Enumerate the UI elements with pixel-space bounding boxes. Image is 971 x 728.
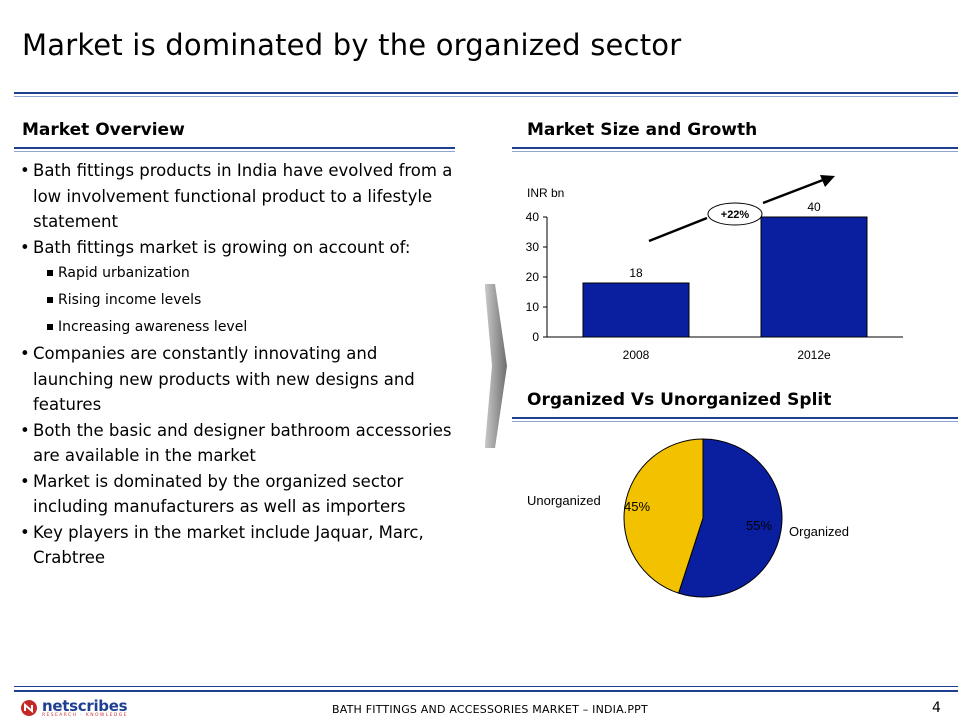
bullet-text: Both the basic and designer bathroom acc… bbox=[33, 420, 452, 466]
y-tick-label: 20 bbox=[526, 270, 540, 284]
list-item: • Companies are constantly innovating and… bbox=[20, 344, 415, 414]
market-size-rule bbox=[512, 147, 958, 149]
bar bbox=[760, 216, 868, 338]
organized-split-pie-chart: 55% Organized 45% Unorganized bbox=[527, 438, 849, 598]
growth-badge bbox=[707, 202, 763, 226]
bullet-text: Market is dominated by the organized sec… bbox=[33, 471, 406, 517]
logo-text: netscribes bbox=[42, 697, 128, 715]
bar-value-label: 40 bbox=[807, 200, 821, 214]
footer-divider bbox=[14, 686, 958, 687]
pie-slice bbox=[677, 438, 783, 598]
bullet-text: Bath fittings market is growing on accou… bbox=[33, 237, 411, 257]
bar bbox=[582, 282, 690, 338]
list-item: • Bath fittings market is growing on acco… bbox=[20, 237, 411, 257]
sub-bullet-text: Increasing awareness level bbox=[58, 319, 248, 335]
x-tick-label: 2012e bbox=[797, 348, 831, 362]
sub-list-item: Increasing awareness level bbox=[20, 314, 460, 341]
logo-mark-icon bbox=[21, 700, 37, 716]
slide-title: Market is dominated by the organized sec… bbox=[22, 28, 682, 62]
market-size-rule-thin bbox=[512, 151, 958, 152]
growth-arrowhead-icon bbox=[820, 175, 835, 187]
footer-title: BATH FITTINGS AND ACCESSORIES MARKET – I… bbox=[332, 703, 648, 716]
list-item: • Bath fittings products in India have ev… bbox=[20, 161, 453, 231]
y-tick-label: 10 bbox=[526, 300, 540, 314]
market-size-heading: Market Size and Growth bbox=[527, 120, 758, 140]
y-tick-label: 30 bbox=[526, 240, 540, 254]
sub-list-item: Rising income levels bbox=[20, 287, 460, 314]
overview-rule bbox=[14, 147, 455, 149]
title-divider bbox=[14, 92, 958, 94]
growth-annotation: +22% bbox=[648, 175, 835, 243]
list-item: • Both the basic and designer bathroom ac… bbox=[20, 420, 452, 466]
slice-value-label: 45% bbox=[624, 499, 650, 514]
sub-bullet-text: Rapid urbanization bbox=[58, 265, 190, 281]
slice-value-label: 55% bbox=[746, 518, 772, 533]
logo-tagline: RESEARCH · KNOWLEDGE bbox=[42, 713, 128, 718]
list-item: • Key players in the market include Jaqua… bbox=[20, 522, 424, 568]
page-number: 4 bbox=[932, 700, 941, 716]
title-divider-thin bbox=[14, 96, 958, 97]
sub-list-item: Rapid urbanization bbox=[20, 260, 460, 287]
sub-bullet-text: Rising income levels bbox=[58, 292, 202, 308]
bullet-text: Key players in the market include Jaquar… bbox=[33, 522, 424, 568]
y-tick-label: 0 bbox=[532, 330, 539, 344]
split-heading: Organized Vs Unorganized Split bbox=[527, 390, 832, 410]
growth-line bbox=[648, 216, 708, 243]
market-size-bar-chart: INR bn 0 10 20 30 40 18 2008 40 2012e +22% bbox=[526, 175, 903, 362]
split-rule-thin bbox=[512, 421, 958, 422]
overview-heading: Market Overview bbox=[22, 120, 185, 140]
x-tick-label: 2008 bbox=[623, 348, 650, 362]
bullet-text: Bath fittings products in India have evo… bbox=[33, 161, 453, 231]
list-item: • Market is dominated by the organized se… bbox=[20, 471, 406, 517]
split-rule bbox=[512, 417, 958, 419]
y-tick-label: 40 bbox=[526, 210, 540, 224]
slice-category-label: Unorganized bbox=[527, 493, 601, 508]
footer-divider-thick bbox=[14, 690, 958, 692]
overview-rule-thin bbox=[14, 151, 455, 152]
bar-value-label: 18 bbox=[629, 266, 643, 280]
pie-slice bbox=[623, 438, 704, 594]
growth-line bbox=[762, 178, 824, 205]
bullet-text: Companies are constantly innovating and … bbox=[33, 344, 415, 414]
growth-label: +22% bbox=[721, 209, 750, 221]
slice-category-label: Organized bbox=[789, 524, 849, 539]
overview-list: • Bath fittings products in India have ev… bbox=[20, 158, 460, 571]
y-axis-label: INR bn bbox=[527, 186, 564, 200]
chevron-arrow-icon bbox=[485, 284, 507, 448]
netscribes-logo: netscribes RESEARCH · KNOWLEDGE bbox=[20, 697, 130, 719]
